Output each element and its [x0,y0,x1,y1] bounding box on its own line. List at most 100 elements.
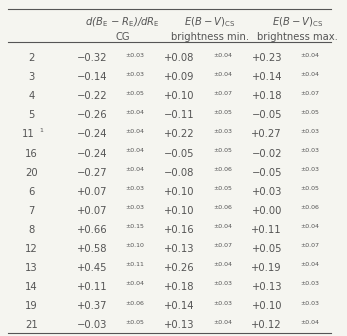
Text: ±0.05: ±0.05 [213,110,232,115]
Text: ±0.07: ±0.07 [301,243,319,248]
Text: ±0.04: ±0.04 [213,53,232,58]
Text: $E(B - V)_\mathrm{CS}$: $E(B - V)_\mathrm{CS}$ [272,16,323,29]
Text: +0.10: +0.10 [252,301,282,311]
Text: +0.19: +0.19 [251,263,282,273]
Text: ±0.04: ±0.04 [301,72,319,77]
Text: +0.18: +0.18 [252,91,282,101]
Text: +0.07: +0.07 [77,187,107,197]
Text: +0.03: +0.03 [252,187,282,197]
Text: +0.07: +0.07 [77,206,107,216]
Text: ±0.03: ±0.03 [126,72,145,77]
Text: +0.10: +0.10 [164,91,195,101]
Text: $E(B - V)_\mathrm{CS}$: $E(B - V)_\mathrm{CS}$ [184,16,235,29]
Text: +0.14: +0.14 [164,301,195,311]
Text: ±0.07: ±0.07 [213,243,232,248]
Text: brightness min.: brightness min. [171,32,249,42]
Text: 6: 6 [28,187,35,197]
Text: 21: 21 [25,320,38,330]
Text: 4: 4 [28,91,35,101]
Text: ±0.04: ±0.04 [126,129,145,134]
Text: +0.14: +0.14 [252,72,282,82]
Text: ±0.05: ±0.05 [301,110,319,115]
Text: ±0.04: ±0.04 [301,53,319,58]
Text: 16: 16 [25,149,38,159]
Text: +0.09: +0.09 [164,72,195,82]
Text: +0.18: +0.18 [164,282,195,292]
Text: ±0.10: ±0.10 [126,243,145,248]
Text: ±0.07: ±0.07 [213,91,232,96]
Text: ±0.03: ±0.03 [126,53,145,58]
Text: 14: 14 [25,282,38,292]
Text: ±0.04: ±0.04 [126,148,145,153]
Text: +0.16: +0.16 [164,225,195,235]
Text: −0.22: −0.22 [77,91,107,101]
Text: −0.32: −0.32 [77,53,107,63]
Text: ±0.04: ±0.04 [126,167,145,172]
Text: +0.58: +0.58 [77,244,107,254]
Text: ±0.04: ±0.04 [301,262,319,267]
Text: brightness max.: brightness max. [257,32,338,42]
Text: ±0.15: ±0.15 [126,224,145,229]
Text: +0.05: +0.05 [252,244,282,254]
Text: +0.26: +0.26 [164,263,195,273]
Text: ±0.04: ±0.04 [213,72,232,77]
Text: +0.37: +0.37 [77,301,107,311]
Text: ±0.03: ±0.03 [301,148,319,153]
Text: +0.08: +0.08 [164,53,195,63]
Text: ±0.03: ±0.03 [301,129,319,134]
Text: ±0.04: ±0.04 [213,320,232,325]
Text: ±0.04: ±0.04 [301,320,319,325]
Text: ±0.04: ±0.04 [301,224,319,229]
Text: +0.22: +0.22 [164,129,195,139]
Text: 1: 1 [39,128,43,133]
Text: ±0.06: ±0.06 [213,167,232,172]
Text: ±0.03: ±0.03 [213,300,232,305]
Text: 19: 19 [25,301,38,311]
Text: ±0.05: ±0.05 [301,186,319,191]
Text: ±0.03: ±0.03 [301,167,319,172]
Text: 7: 7 [28,206,35,216]
Text: ±0.05: ±0.05 [126,320,145,325]
Text: ±0.03: ±0.03 [213,282,232,287]
Text: −0.02: −0.02 [252,149,282,159]
Text: −0.05: −0.05 [252,168,282,178]
Text: ±0.04: ±0.04 [213,262,232,267]
Text: +0.11: +0.11 [77,282,107,292]
Text: −0.26: −0.26 [77,111,107,120]
Text: ±0.04: ±0.04 [213,224,232,229]
Text: d($B_\mathrm{E}$ $-$ $R_\mathrm{E}$)/d$R_\mathrm{E}$: d($B_\mathrm{E}$ $-$ $R_\mathrm{E}$)/d$R… [85,16,160,29]
Text: CG: CG [115,32,130,42]
Text: −0.27: −0.27 [77,168,107,178]
Text: +0.66: +0.66 [77,225,107,235]
Text: 11: 11 [22,129,35,139]
Text: 12: 12 [25,244,38,254]
Text: 3: 3 [28,72,35,82]
Text: +0.13: +0.13 [252,282,282,292]
Text: +0.00: +0.00 [252,206,282,216]
Text: 8: 8 [28,225,35,235]
Text: ±0.04: ±0.04 [126,282,145,287]
Text: 5: 5 [28,111,35,120]
Text: ±0.04: ±0.04 [126,110,145,115]
Text: −0.05: −0.05 [252,111,282,120]
Text: −0.24: −0.24 [77,129,107,139]
Text: ±0.05: ±0.05 [126,91,145,96]
Text: ±0.07: ±0.07 [301,91,319,96]
Text: −0.14: −0.14 [77,72,107,82]
Text: ±0.11: ±0.11 [126,262,145,267]
Text: ±0.03: ±0.03 [126,205,145,210]
Text: +0.27: +0.27 [251,129,282,139]
Text: +0.12: +0.12 [251,320,282,330]
Text: −0.11: −0.11 [164,111,195,120]
Text: ±0.03: ±0.03 [301,300,319,305]
Text: −0.24: −0.24 [77,149,107,159]
Text: ±0.06: ±0.06 [126,300,145,305]
Text: 13: 13 [25,263,38,273]
Text: 2: 2 [28,53,35,63]
Text: +0.11: +0.11 [251,225,282,235]
Text: ±0.03: ±0.03 [126,186,145,191]
Text: ±0.06: ±0.06 [213,205,232,210]
Text: −0.08: −0.08 [164,168,195,178]
Text: +0.13: +0.13 [164,244,195,254]
Text: ±0.03: ±0.03 [301,282,319,287]
